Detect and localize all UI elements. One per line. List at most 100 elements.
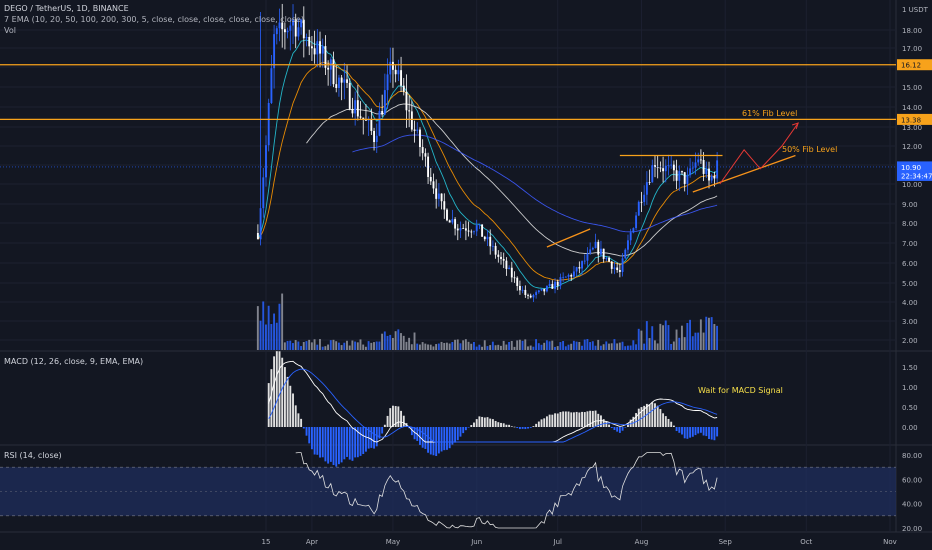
candle-body [537, 290, 540, 293]
macd-histogram-bar [302, 427, 305, 429]
candle-body [521, 289, 524, 291]
macd-histogram-bar [340, 427, 343, 463]
rsi-legend[interactable]: RSI (14, close) [4, 451, 62, 460]
macd-histogram-bar [573, 412, 575, 427]
volume-bar [513, 346, 516, 350]
candle-body [283, 29, 286, 33]
candle-body [397, 70, 400, 75]
macd-histogram-bar [708, 427, 710, 439]
candle-body [354, 100, 357, 114]
candle-body [578, 267, 581, 269]
volume-bar [651, 326, 654, 350]
macd-histogram-bar [521, 427, 524, 429]
macd-histogram-bar [683, 427, 686, 439]
ema-legend[interactable]: 7 EMA (10, 20, 50, 100, 200, 300, 5, clo… [4, 15, 304, 24]
volume-bar [502, 340, 505, 350]
volume-bar [340, 345, 343, 350]
macd-histogram-bar [705, 427, 708, 437]
candle-body [297, 27, 300, 37]
candle-body [527, 294, 529, 296]
macd-histogram-bar [502, 423, 505, 427]
macd-histogram-bar [392, 405, 394, 427]
time-tick-label: Nov [883, 538, 897, 546]
candle-body [321, 46, 324, 54]
volume-bar [716, 325, 719, 350]
candle-body [564, 276, 567, 278]
volume-bar [483, 340, 486, 350]
volume-bar [432, 346, 435, 350]
macd-histogram-bar [297, 413, 300, 427]
candle-body [289, 25, 292, 31]
candle-body [443, 201, 446, 210]
macd-histogram-bar [575, 411, 578, 427]
volume-bar [691, 336, 694, 350]
volume-bar [445, 342, 448, 350]
macd-histogram-bar [424, 427, 427, 449]
candle-body [635, 215, 638, 229]
candle-body [610, 261, 613, 269]
volume-bar [505, 344, 508, 350]
time-tick-label: Oct [800, 538, 812, 546]
volume-bar [575, 341, 578, 350]
price-tick-label: 17.00 [902, 45, 922, 53]
volume-bar [629, 345, 632, 350]
candle-body [270, 68, 273, 103]
macd-histogram-bar [518, 427, 521, 430]
macd-histogram-bar [613, 427, 616, 430]
volume-bar [713, 324, 716, 350]
volume-legend[interactable]: Vol [4, 26, 16, 35]
volume-bar [335, 341, 338, 350]
macd-histogram-bar [332, 427, 335, 466]
volume-bar [694, 332, 697, 350]
volume-bar [346, 340, 348, 350]
candle-body [256, 233, 259, 240]
macd-histogram-bar [286, 376, 289, 427]
macd-histogram-bar [535, 423, 538, 427]
price-tick-label: 13.00 [902, 124, 922, 132]
candle-body [473, 231, 475, 233]
volume-bar [578, 341, 581, 350]
trendline-left [546, 228, 591, 248]
volume-bar [705, 316, 708, 350]
candle-body [594, 241, 597, 248]
candle-body [416, 129, 419, 131]
candle-body [624, 249, 627, 259]
rsi-tick-label: 40.00 [902, 501, 922, 509]
candle-body [518, 285, 521, 291]
candle-body [675, 170, 678, 181]
price-badge [897, 113, 932, 125]
candle-body [637, 201, 640, 216]
macd-histogram-bar [464, 427, 467, 431]
candle-body [705, 168, 708, 174]
volume-bar [559, 342, 562, 350]
macd-histogram-bar [316, 427, 319, 455]
volume-bar [608, 343, 610, 350]
volume-bar [364, 346, 367, 350]
candle-body [470, 231, 473, 233]
volume-bar [329, 340, 332, 350]
macd-histogram-bar [310, 427, 313, 450]
candle-body [500, 256, 502, 259]
candle-body [348, 82, 351, 109]
candle-body [275, 28, 278, 35]
candle-body [616, 267, 619, 271]
volume-bar [270, 324, 273, 350]
candle-body [494, 245, 497, 255]
volume-bar [397, 329, 400, 350]
candle-body [278, 22, 281, 29]
candle-body [378, 110, 381, 136]
volume-bar [613, 339, 616, 350]
macd-histogram-bar [559, 412, 562, 427]
macd-legend[interactable]: MACD (12, 26, close, 9, EMA, EMA) [4, 357, 144, 366]
symbol-legend[interactable]: DEGO / TetherUS, 1D, BINANCE [4, 4, 129, 13]
candle-body [259, 208, 262, 240]
candle-body [551, 284, 554, 289]
macd-histogram-bar [283, 367, 286, 427]
candle-body [340, 77, 343, 83]
candle-body [459, 228, 462, 231]
candle-body [478, 224, 481, 226]
candle-body [370, 119, 373, 131]
volume-bar [702, 332, 705, 350]
macd-histogram-bar [383, 424, 386, 427]
